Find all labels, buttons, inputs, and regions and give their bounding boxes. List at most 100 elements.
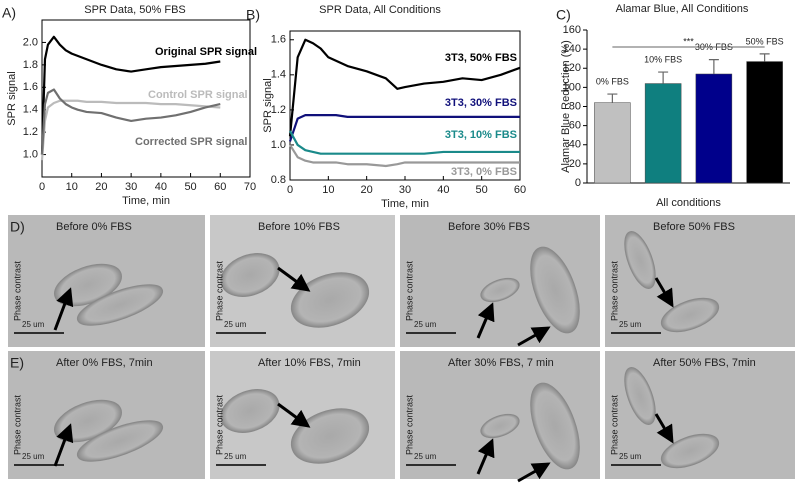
bar (695, 73, 733, 184)
y-tick-label: 2.0 (23, 36, 38, 48)
arrow (517, 326, 551, 347)
series-label: 3T3, 10% FBS (445, 129, 517, 141)
micrograph-side-label: Phase contrast (214, 394, 224, 455)
x-tick-label: 60 (214, 181, 226, 193)
x-tick-label: 40 (437, 184, 449, 196)
bar (594, 102, 631, 184)
arrow (654, 413, 674, 444)
bar-label: 0% FBS (596, 76, 629, 86)
cell (290, 408, 370, 464)
y-tick-label: 1.8 (23, 59, 38, 71)
panel-label: A) (2, 5, 16, 21)
cell (290, 272, 370, 328)
bar (746, 61, 783, 184)
scale-label: 25 um (22, 452, 45, 461)
panel-label: B) (246, 7, 260, 23)
chart-title: SPR Data, 50% FBS (84, 4, 186, 16)
arrow (53, 423, 74, 467)
y-tick-label: 1.4 (23, 104, 38, 116)
scale-label: 25 um (414, 452, 437, 461)
y-axis-title: SPR signal (262, 78, 274, 132)
arrow (53, 287, 74, 331)
arrow (654, 277, 674, 308)
y-tick-label: 1.0 (271, 139, 286, 151)
arrow (476, 302, 495, 339)
scale-label: 25 um (619, 452, 642, 461)
x-axis-title: Time, min (381, 198, 429, 210)
y-axis-title: SPR signal (6, 71, 18, 125)
x-tick-label: 40 (155, 181, 167, 193)
bar-label: 10% FBS (644, 54, 682, 64)
cell (220, 253, 280, 297)
series-label: 3T3, 50% FBS (445, 52, 517, 64)
y-tick-label: 60 (569, 120, 581, 132)
cell (220, 389, 280, 433)
series-label: Control SPR signal (148, 89, 248, 101)
micrograph-caption: After 50% FBS, 7min (653, 357, 756, 369)
micrograph-side-label: Phase contrast (609, 260, 619, 321)
y-tick-label: 160 (563, 24, 581, 36)
cell (480, 277, 520, 303)
y-tick-label: 20 (569, 158, 581, 170)
error-bar (759, 53, 770, 62)
y-tick-label: 0 (575, 177, 581, 189)
series-line (289, 130, 520, 155)
y-tick-label: 1.2 (271, 104, 286, 116)
significance: *** (683, 36, 694, 46)
y-tick-label: 40 (569, 139, 581, 151)
series-label: Original SPR signal (155, 46, 257, 58)
x-tick-label: 20 (361, 184, 373, 196)
cell (624, 231, 656, 289)
arrow (277, 266, 311, 292)
x-tick-label: 0 (39, 181, 45, 193)
cell (660, 297, 720, 333)
y-tick-label: 120 (563, 62, 581, 74)
plot-frame (41, 19, 251, 178)
y-tick-label: 0.8 (271, 174, 286, 186)
cell (480, 413, 520, 439)
micrograph-side-label: Phase contrast (12, 394, 22, 455)
panel-label: E) (10, 355, 24, 371)
x-tick-label: 30 (125, 181, 137, 193)
bar (644, 83, 682, 184)
micrograph-side-label: Phase contrast (609, 394, 619, 455)
panel-label: C) (556, 7, 571, 23)
micrograph-side-label: Phase contrast (12, 260, 22, 321)
x-tick-label: 20 (95, 181, 107, 193)
series-line (40, 99, 221, 161)
micrograph-caption: After 30% FBS, 7 min (448, 357, 554, 369)
x-tick-label: 0 (287, 184, 293, 196)
y-tick-label: 1.4 (271, 69, 286, 81)
arrow (517, 462, 551, 483)
error-bar (658, 71, 669, 84)
y-tick-label: 1.2 (23, 126, 38, 138)
panel-label: D) (10, 219, 25, 235)
cell (530, 246, 580, 334)
series-label: Corrected SPR signal (135, 136, 247, 148)
x-tick-label: 10 (322, 184, 334, 196)
cell (624, 367, 656, 425)
y-tick-label: 80 (569, 100, 581, 112)
x-axis-title: Time, min (122, 195, 170, 207)
arrow (277, 402, 311, 428)
scale-label: 25 um (22, 320, 45, 329)
scale-label: 25 um (619, 320, 642, 329)
series-line (40, 35, 221, 155)
micrograph-caption: After 10% FBS, 7min (258, 357, 361, 369)
y-tick-label: 1.6 (23, 81, 38, 93)
cell (76, 420, 164, 462)
x-tick-label: 70 (244, 181, 256, 193)
micrograph-caption: Before 10% FBS (258, 221, 340, 233)
micrograph-caption: Before 50% FBS (653, 221, 735, 233)
cell (530, 382, 580, 470)
x-tick-label: 10 (66, 181, 78, 193)
y-tick-label: 1.0 (23, 148, 38, 160)
